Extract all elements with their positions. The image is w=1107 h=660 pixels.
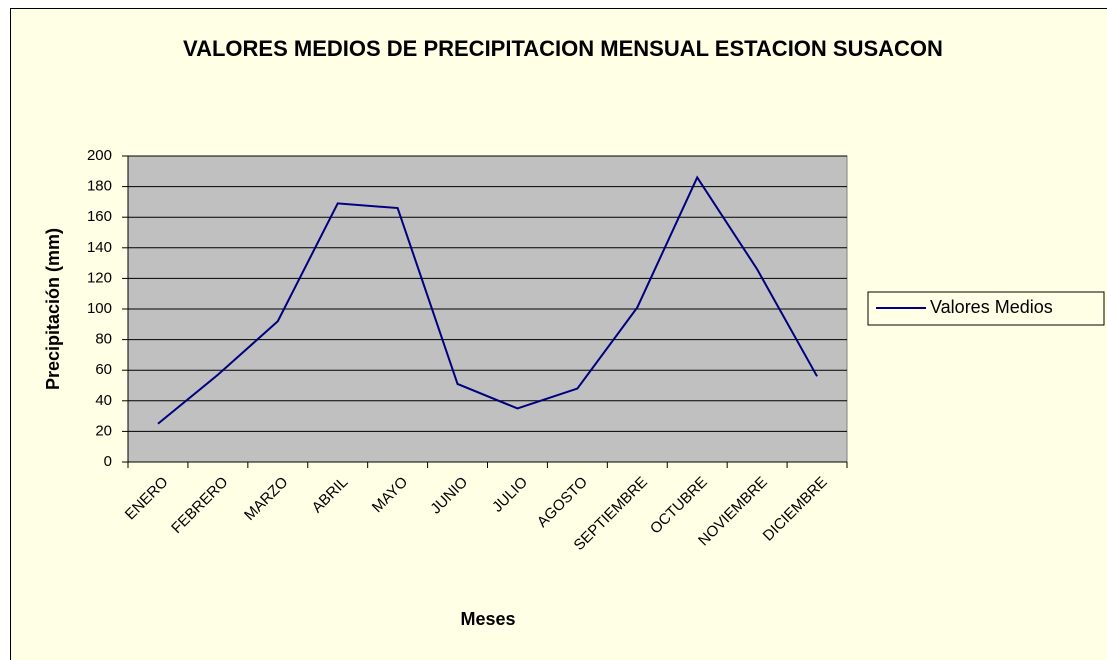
y-tick-label: 140 [87,239,112,256]
y-tick-label: 100 [87,300,112,317]
x-tick-label: ABRIL [309,474,352,517]
y-tick-label: 200 [87,147,112,164]
y-tick-label: 40 [95,392,112,409]
legend-label: Valores Medios [930,297,1053,317]
y-tick-label: 120 [87,269,112,286]
x-tick-label: JULIO [489,474,531,516]
x-tick-label: AGOSTO [534,474,591,531]
x-tick-label: FEBRERO [168,474,231,537]
y-tick-label: 160 [87,208,112,225]
y-tick-label: 0 [104,453,112,470]
x-axis-label: Meses [460,609,515,629]
y-tick-label: 80 [95,331,112,348]
chart-title: VALORES MEDIOS DE PRECIPITACION MENSUAL … [183,36,943,61]
x-tick-label: ENERO [122,474,172,524]
x-tick-label: OCTUBRE [647,474,711,538]
data-line [157,175,818,425]
y-tick-label: 180 [87,178,112,195]
y-tick-label: 60 [95,361,112,378]
y-axis-label: Precipitación (mm) [43,228,63,390]
x-tick-label: MARZO [241,474,291,524]
x-tick-label: JUNIO [427,474,471,518]
x-tick-label: DICIEMBRE [760,474,831,545]
x-tick-label: MAYO [369,474,411,516]
y-tick-label: 20 [95,422,112,439]
